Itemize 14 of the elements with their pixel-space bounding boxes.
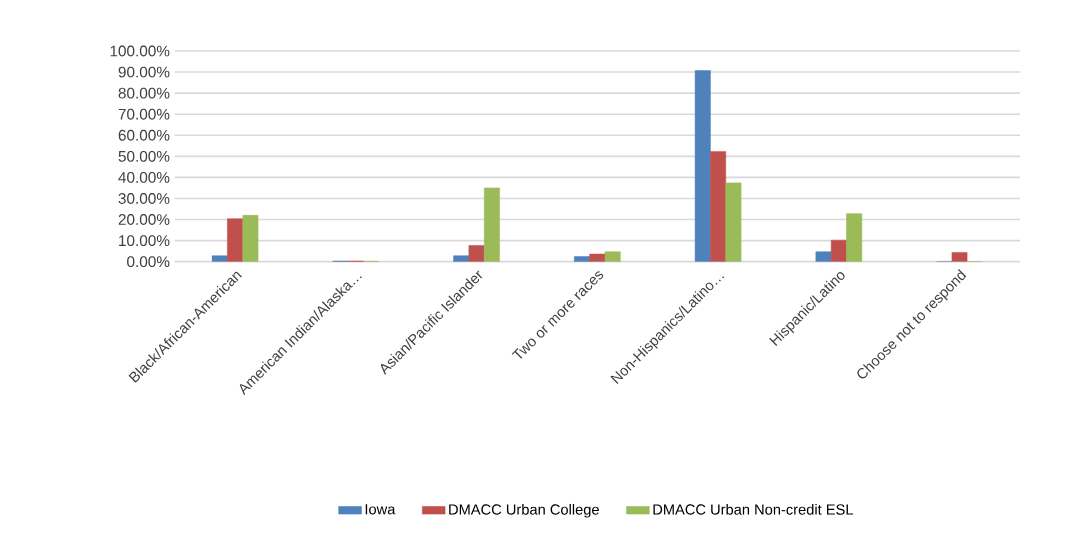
y-tick-label: 90.00% <box>118 66 170 78</box>
legend-label: DMACC Urban Non-credit ESL <box>653 503 854 515</box>
legend-label: DMACC Urban College <box>449 503 599 518</box>
y-tick-label: 60.00% <box>118 129 170 141</box>
legend-label: Iowa <box>365 504 396 515</box>
y-tick-label: 10.00% <box>119 235 170 247</box>
y-tick-label: 100.00% <box>110 45 170 57</box>
y-tick-label: 20.00% <box>118 214 170 225</box>
y-tick-label: 30.00% <box>118 193 170 204</box>
y-tick-label: 50.00% <box>118 150 170 162</box>
y-tick-label: 0.00% <box>127 256 170 268</box>
y-tick-label: 40.00% <box>118 171 170 183</box>
y-tick-label: 70.00% <box>118 108 170 120</box>
y-tick-label: 80.00% <box>118 87 170 99</box>
